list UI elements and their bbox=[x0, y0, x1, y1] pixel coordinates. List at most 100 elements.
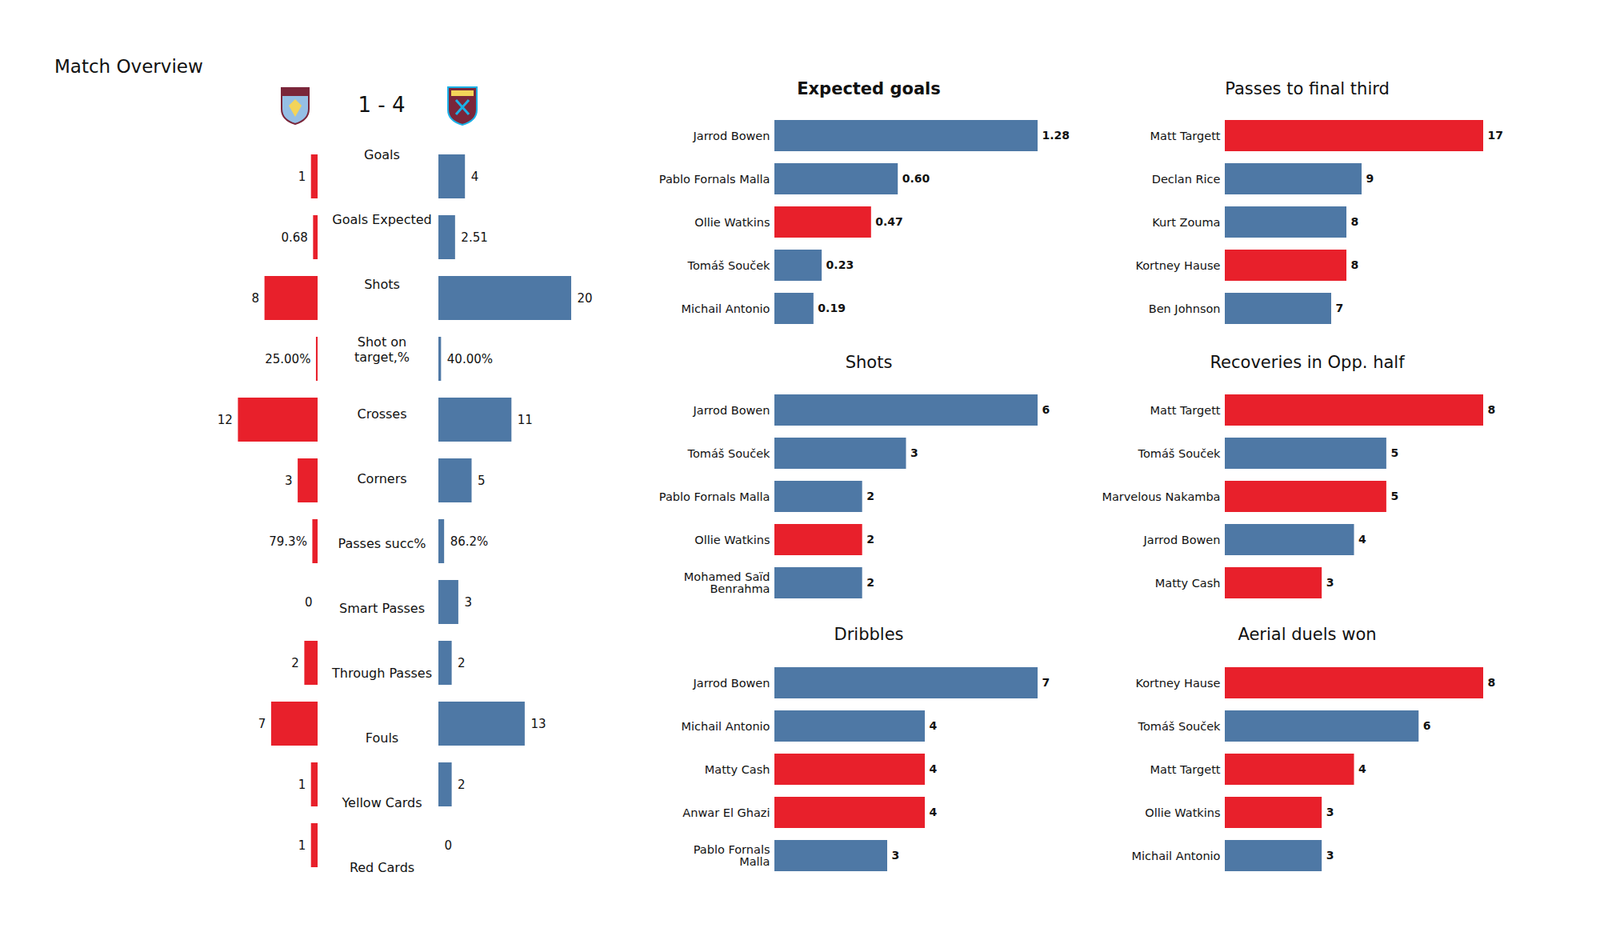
svg-text:Michail Antonio: Michail Antonio bbox=[1131, 849, 1220, 863]
svg-text:1: 1 bbox=[298, 838, 307, 853]
svg-text:Ollie Watkins: Ollie Watkins bbox=[694, 216, 770, 229]
svg-text:Kurt Zouma: Kurt Zouma bbox=[1152, 216, 1220, 229]
svg-text:3: 3 bbox=[464, 595, 472, 610]
svg-text:5: 5 bbox=[1390, 446, 1399, 460]
svg-text:0.47: 0.47 bbox=[875, 215, 904, 228]
svg-text:3: 3 bbox=[1326, 576, 1335, 589]
svg-text:3: 3 bbox=[284, 473, 293, 488]
svg-text:0.23: 0.23 bbox=[826, 258, 855, 272]
svg-text:Tomáš Souček: Tomáš Souček bbox=[1137, 720, 1222, 733]
svg-text:0.19: 0.19 bbox=[817, 301, 846, 315]
svg-text:3: 3 bbox=[1326, 805, 1335, 819]
svg-text:Matty Cash: Matty Cash bbox=[704, 763, 771, 776]
svg-text:Goals Expected: Goals Expected bbox=[332, 212, 432, 228]
html-text:Match Overview: Match Overview bbox=[54, 56, 204, 77]
svg-text:8: 8 bbox=[1351, 215, 1360, 228]
svg-text:Through Passes: Through Passes bbox=[331, 665, 432, 681]
svg-text:79.3%: 79.3% bbox=[268, 534, 308, 549]
svg-text:1: 1 bbox=[298, 777, 307, 792]
html-text:Expected goals: Expected goals bbox=[796, 79, 941, 99]
svg-text:8: 8 bbox=[1488, 403, 1496, 416]
svg-text:Marvelous Nakamba: Marvelous Nakamba bbox=[1101, 490, 1220, 504]
svg-text:0.60: 0.60 bbox=[902, 172, 931, 185]
svg-text:Yellow Cards: Yellow Cards bbox=[340, 795, 422, 811]
svg-text:Mohamed SaïdBenrahma: Mohamed SaïdBenrahma bbox=[684, 570, 771, 596]
svg-text:Jarrod Bowen: Jarrod Bowen bbox=[1143, 533, 1221, 547]
svg-text:Matt Targett: Matt Targett bbox=[1150, 129, 1221, 143]
svg-text:Tomáš Souček: Tomáš Souček bbox=[687, 259, 772, 272]
svg-text:0: 0 bbox=[444, 838, 453, 853]
svg-text:Pablo FornalsMalla: Pablo FornalsMalla bbox=[693, 843, 771, 868]
svg-text:Passes succ%: Passes succ% bbox=[338, 536, 427, 552]
svg-text:Pablo Fornals Malla: Pablo Fornals Malla bbox=[659, 490, 771, 504]
svg-text:6: 6 bbox=[1423, 719, 1432, 732]
svg-text:8: 8 bbox=[252, 291, 260, 306]
svg-text:1.28: 1.28 bbox=[1042, 128, 1071, 142]
svg-text:Jarrod Bowen: Jarrod Bowen bbox=[692, 676, 771, 690]
svg-text:2.51: 2.51 bbox=[460, 230, 488, 245]
svg-text:Tomáš Souček: Tomáš Souček bbox=[1137, 447, 1222, 460]
svg-text:Tomáš Souček: Tomáš Souček bbox=[687, 447, 772, 460]
svg-text:Ollie Watkins: Ollie Watkins bbox=[694, 533, 770, 547]
svg-text:Shot ontarget,%: Shot ontarget,% bbox=[354, 334, 410, 364]
svg-text:2: 2 bbox=[866, 576, 875, 589]
svg-text:Jarrod Bowen: Jarrod Bowen bbox=[692, 129, 771, 143]
svg-text:40.00%: 40.00% bbox=[447, 352, 493, 367]
svg-text:Ben Johnson: Ben Johnson bbox=[1148, 302, 1221, 316]
svg-text:7: 7 bbox=[1042, 676, 1051, 689]
svg-text:2: 2 bbox=[457, 656, 466, 671]
svg-text:3: 3 bbox=[892, 848, 900, 862]
svg-text:13: 13 bbox=[530, 716, 546, 732]
svg-text:Matt Targett: Matt Targett bbox=[1150, 763, 1221, 776]
svg-text:Ollie Watkins: Ollie Watkins bbox=[1144, 806, 1220, 820]
svg-text:Crosses: Crosses bbox=[356, 406, 407, 422]
svg-text:Fouls: Fouls bbox=[365, 730, 399, 746]
svg-text:Matty Cash: Matty Cash bbox=[1155, 576, 1221, 590]
svg-text:Michail Antonio: Michail Antonio bbox=[680, 302, 770, 316]
svg-text:7: 7 bbox=[258, 716, 267, 732]
svg-text:4: 4 bbox=[929, 762, 938, 776]
svg-text:Michail Antonio: Michail Antonio bbox=[680, 720, 770, 733]
svg-text:4: 4 bbox=[929, 719, 938, 732]
svg-text:11: 11 bbox=[517, 412, 533, 428]
svg-text:7: 7 bbox=[1336, 301, 1344, 315]
svg-text:6: 6 bbox=[1042, 403, 1051, 416]
svg-text:5: 5 bbox=[1390, 489, 1399, 503]
svg-text:Matt Targett: Matt Targett bbox=[1150, 404, 1221, 417]
svg-text:Anwar El Ghazi: Anwar El Ghazi bbox=[682, 806, 770, 820]
svg-text:2: 2 bbox=[866, 532, 875, 546]
svg-text:Red Cards: Red Cards bbox=[349, 860, 415, 876]
svg-text:2: 2 bbox=[457, 777, 466, 792]
svg-text:86.2%: 86.2% bbox=[450, 534, 489, 549]
svg-text:Kortney Hause: Kortney Hause bbox=[1135, 259, 1220, 272]
svg-text:0: 0 bbox=[304, 595, 313, 610]
svg-text:0.68: 0.68 bbox=[280, 230, 308, 245]
svg-text:4: 4 bbox=[929, 805, 938, 819]
svg-text:4: 4 bbox=[1358, 532, 1367, 546]
svg-text:Declan Rice: Declan Rice bbox=[1152, 172, 1221, 186]
html-text:Shots: Shots bbox=[845, 352, 893, 372]
svg-text:Pablo Fornals Malla: Pablo Fornals Malla bbox=[659, 172, 771, 186]
svg-text:Goals: Goals bbox=[364, 147, 400, 163]
svg-text:8: 8 bbox=[1488, 676, 1496, 689]
svg-text:Corners: Corners bbox=[356, 471, 407, 487]
svg-text:2: 2 bbox=[291, 656, 300, 671]
svg-text:3: 3 bbox=[910, 446, 919, 460]
svg-text:8: 8 bbox=[1351, 258, 1360, 272]
svg-text:4: 4 bbox=[471, 169, 480, 184]
svg-text:3: 3 bbox=[1326, 848, 1335, 862]
svg-text:25.00%: 25.00% bbox=[264, 352, 311, 367]
svg-text:12: 12 bbox=[217, 412, 233, 428]
svg-text:20: 20 bbox=[577, 291, 593, 306]
svg-text:Shots: Shots bbox=[364, 276, 400, 292]
html-text:1 - 4: 1 - 4 bbox=[358, 92, 406, 117]
svg-text:5: 5 bbox=[477, 473, 486, 488]
svg-text:Jarrod Bowen: Jarrod Bowen bbox=[692, 404, 771, 417]
svg-text:9: 9 bbox=[1366, 172, 1375, 185]
svg-text:2: 2 bbox=[866, 489, 875, 503]
svg-text:17: 17 bbox=[1488, 128, 1504, 142]
svg-text:4: 4 bbox=[1358, 762, 1367, 776]
svg-text:Kortney Hause: Kortney Hause bbox=[1135, 676, 1220, 690]
svg-text:1: 1 bbox=[298, 169, 307, 184]
svg-text:Smart Passes: Smart Passes bbox=[339, 600, 425, 616]
